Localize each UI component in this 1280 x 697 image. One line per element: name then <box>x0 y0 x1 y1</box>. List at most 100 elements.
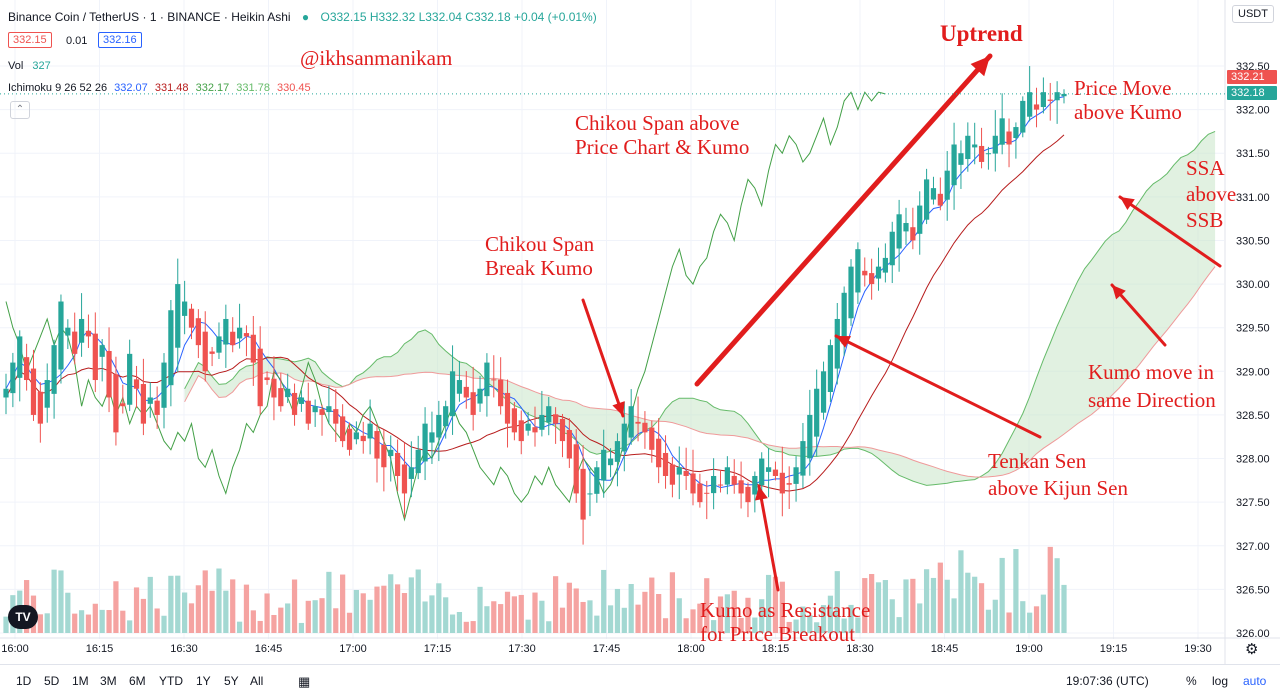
currency-button[interactable]: USDT <box>1232 5 1274 23</box>
ichimoku-legend[interactable]: Ichimoku 9 26 52 26 332.07 331.48 332.17… <box>8 82 311 94</box>
tenkan-arrow-head <box>836 336 851 348</box>
volume-bar <box>216 568 222 633</box>
symbol-title[interactable]: Binance Coin / TetherUS · 1 · BINANCE · … <box>8 10 597 24</box>
candle-body <box>298 397 305 404</box>
volume-bar <box>3 616 9 633</box>
volume-bar <box>614 588 621 633</box>
volume-bar <box>188 603 195 633</box>
candle-body <box>1047 99 1053 101</box>
timeframe-3m[interactable]: 3M <box>100 674 117 688</box>
candle-body <box>92 333 98 381</box>
candle-body <box>587 493 593 495</box>
volume-bar <box>958 550 964 633</box>
volume-bar <box>642 591 648 633</box>
timeframe-1m[interactable]: 1M <box>72 674 89 688</box>
candle-body <box>340 416 346 442</box>
volume-bar <box>607 605 614 633</box>
x-tick-label: 16:30 <box>170 643 198 655</box>
candle-body <box>841 292 847 344</box>
candle-body <box>807 414 813 459</box>
candle-body <box>848 266 854 319</box>
timeframe-5d[interactable]: 5D <box>44 674 60 688</box>
volume-bar <box>635 604 641 633</box>
volume-bar <box>353 589 359 633</box>
volume-bar <box>443 597 449 633</box>
senkou-span-b-line <box>184 266 1216 478</box>
timeframe-5y[interactable]: 5Y <box>224 674 239 688</box>
clock-display[interactable]: 19:07:36 (UTC) <box>1066 674 1149 688</box>
volume-bar <box>999 557 1005 633</box>
candle-body <box>161 362 167 408</box>
volume-bar <box>546 621 552 633</box>
volume-bar <box>72 613 78 633</box>
candle-body <box>133 379 140 389</box>
ask-price-box[interactable]: 332.16 <box>98 32 142 48</box>
candle-body <box>978 145 985 162</box>
date-range-icon[interactable]: ▦ <box>298 674 311 689</box>
candle-body <box>827 345 834 392</box>
volume-bar <box>175 575 181 633</box>
volume-bar <box>511 596 518 633</box>
candle-body <box>243 333 250 337</box>
log-toggle[interactable]: log <box>1212 674 1229 688</box>
volume-bar <box>628 584 634 633</box>
volume-bar <box>99 609 105 633</box>
tenkan-label: Tenkan Sen above Kijun Sen <box>988 448 1128 502</box>
candle-body <box>415 449 421 474</box>
price-move-label: Price Move above Kumo <box>1074 76 1182 124</box>
candle-body <box>566 430 572 459</box>
volume-bar <box>965 572 971 633</box>
volume-bar <box>271 614 277 633</box>
collapse-legend-icon[interactable]: ⌃ <box>10 101 30 119</box>
y-tick-label: 331.00 <box>1236 192 1270 204</box>
candle-body <box>903 223 909 232</box>
candle-body <box>669 464 676 485</box>
candle-body <box>896 214 902 249</box>
volume-bar <box>1054 558 1060 633</box>
candle-body <box>37 391 43 424</box>
candle-body <box>607 458 614 466</box>
volume-bar <box>154 608 160 633</box>
price-chart[interactable]: 332.50332.00331.50331.00330.50330.00329.… <box>0 0 1280 664</box>
symbol-label: Binance Coin / TetherUS · 1 · BINANCE · … <box>8 10 291 24</box>
candle-body <box>635 421 641 424</box>
x-tick-label: 17:00 <box>339 643 367 655</box>
chikou-break-arrow-head <box>612 401 625 416</box>
volume-bar <box>44 613 50 633</box>
bid-price-box[interactable]: 332.15 <box>8 32 52 48</box>
kumo-area <box>184 131 1216 486</box>
candle-body <box>44 380 50 408</box>
timeframe-all[interactable]: All <box>250 674 264 688</box>
timeframe-ytd[interactable]: YTD <box>159 674 183 688</box>
candle-body <box>58 301 64 370</box>
volume-bar <box>491 601 497 633</box>
candle-body <box>752 475 758 495</box>
volume-bar <box>305 600 311 633</box>
candle-body <box>717 484 724 486</box>
tradingview-logo-icon[interactable]: TV <box>8 605 38 629</box>
volume-bar <box>51 569 57 633</box>
candle-body <box>65 327 71 336</box>
timeframe-1y[interactable]: 1Y <box>196 674 211 688</box>
volume-value: 327 <box>32 60 51 72</box>
resistance-arrow-head <box>755 486 768 501</box>
timeframe-6m[interactable]: 6M <box>129 674 146 688</box>
volume-bar <box>65 592 71 633</box>
volume-bar <box>738 617 744 633</box>
volume-bar <box>676 598 682 633</box>
timeframe-1d[interactable]: 1D <box>16 674 32 688</box>
ichimoku-ssb-value: 330.45 <box>277 82 311 94</box>
auto-toggle[interactable]: auto <box>1243 674 1267 688</box>
chikou-break-line-2: Break Kumo <box>485 256 593 280</box>
settings-gear-icon[interactable]: ⚙ <box>1245 641 1259 658</box>
candle-body <box>704 492 710 494</box>
volume-bar <box>360 593 366 633</box>
ssa-line-2: above <box>1186 182 1237 206</box>
volume-bar <box>717 596 724 633</box>
volume-legend[interactable]: Vol 327 <box>8 60 51 72</box>
candle-body <box>326 406 332 413</box>
x-tick-label: 18:45 <box>931 643 959 655</box>
candle-body <box>779 472 785 494</box>
volume-bar <box>601 569 607 633</box>
percent-toggle[interactable]: % <box>1186 674 1197 688</box>
